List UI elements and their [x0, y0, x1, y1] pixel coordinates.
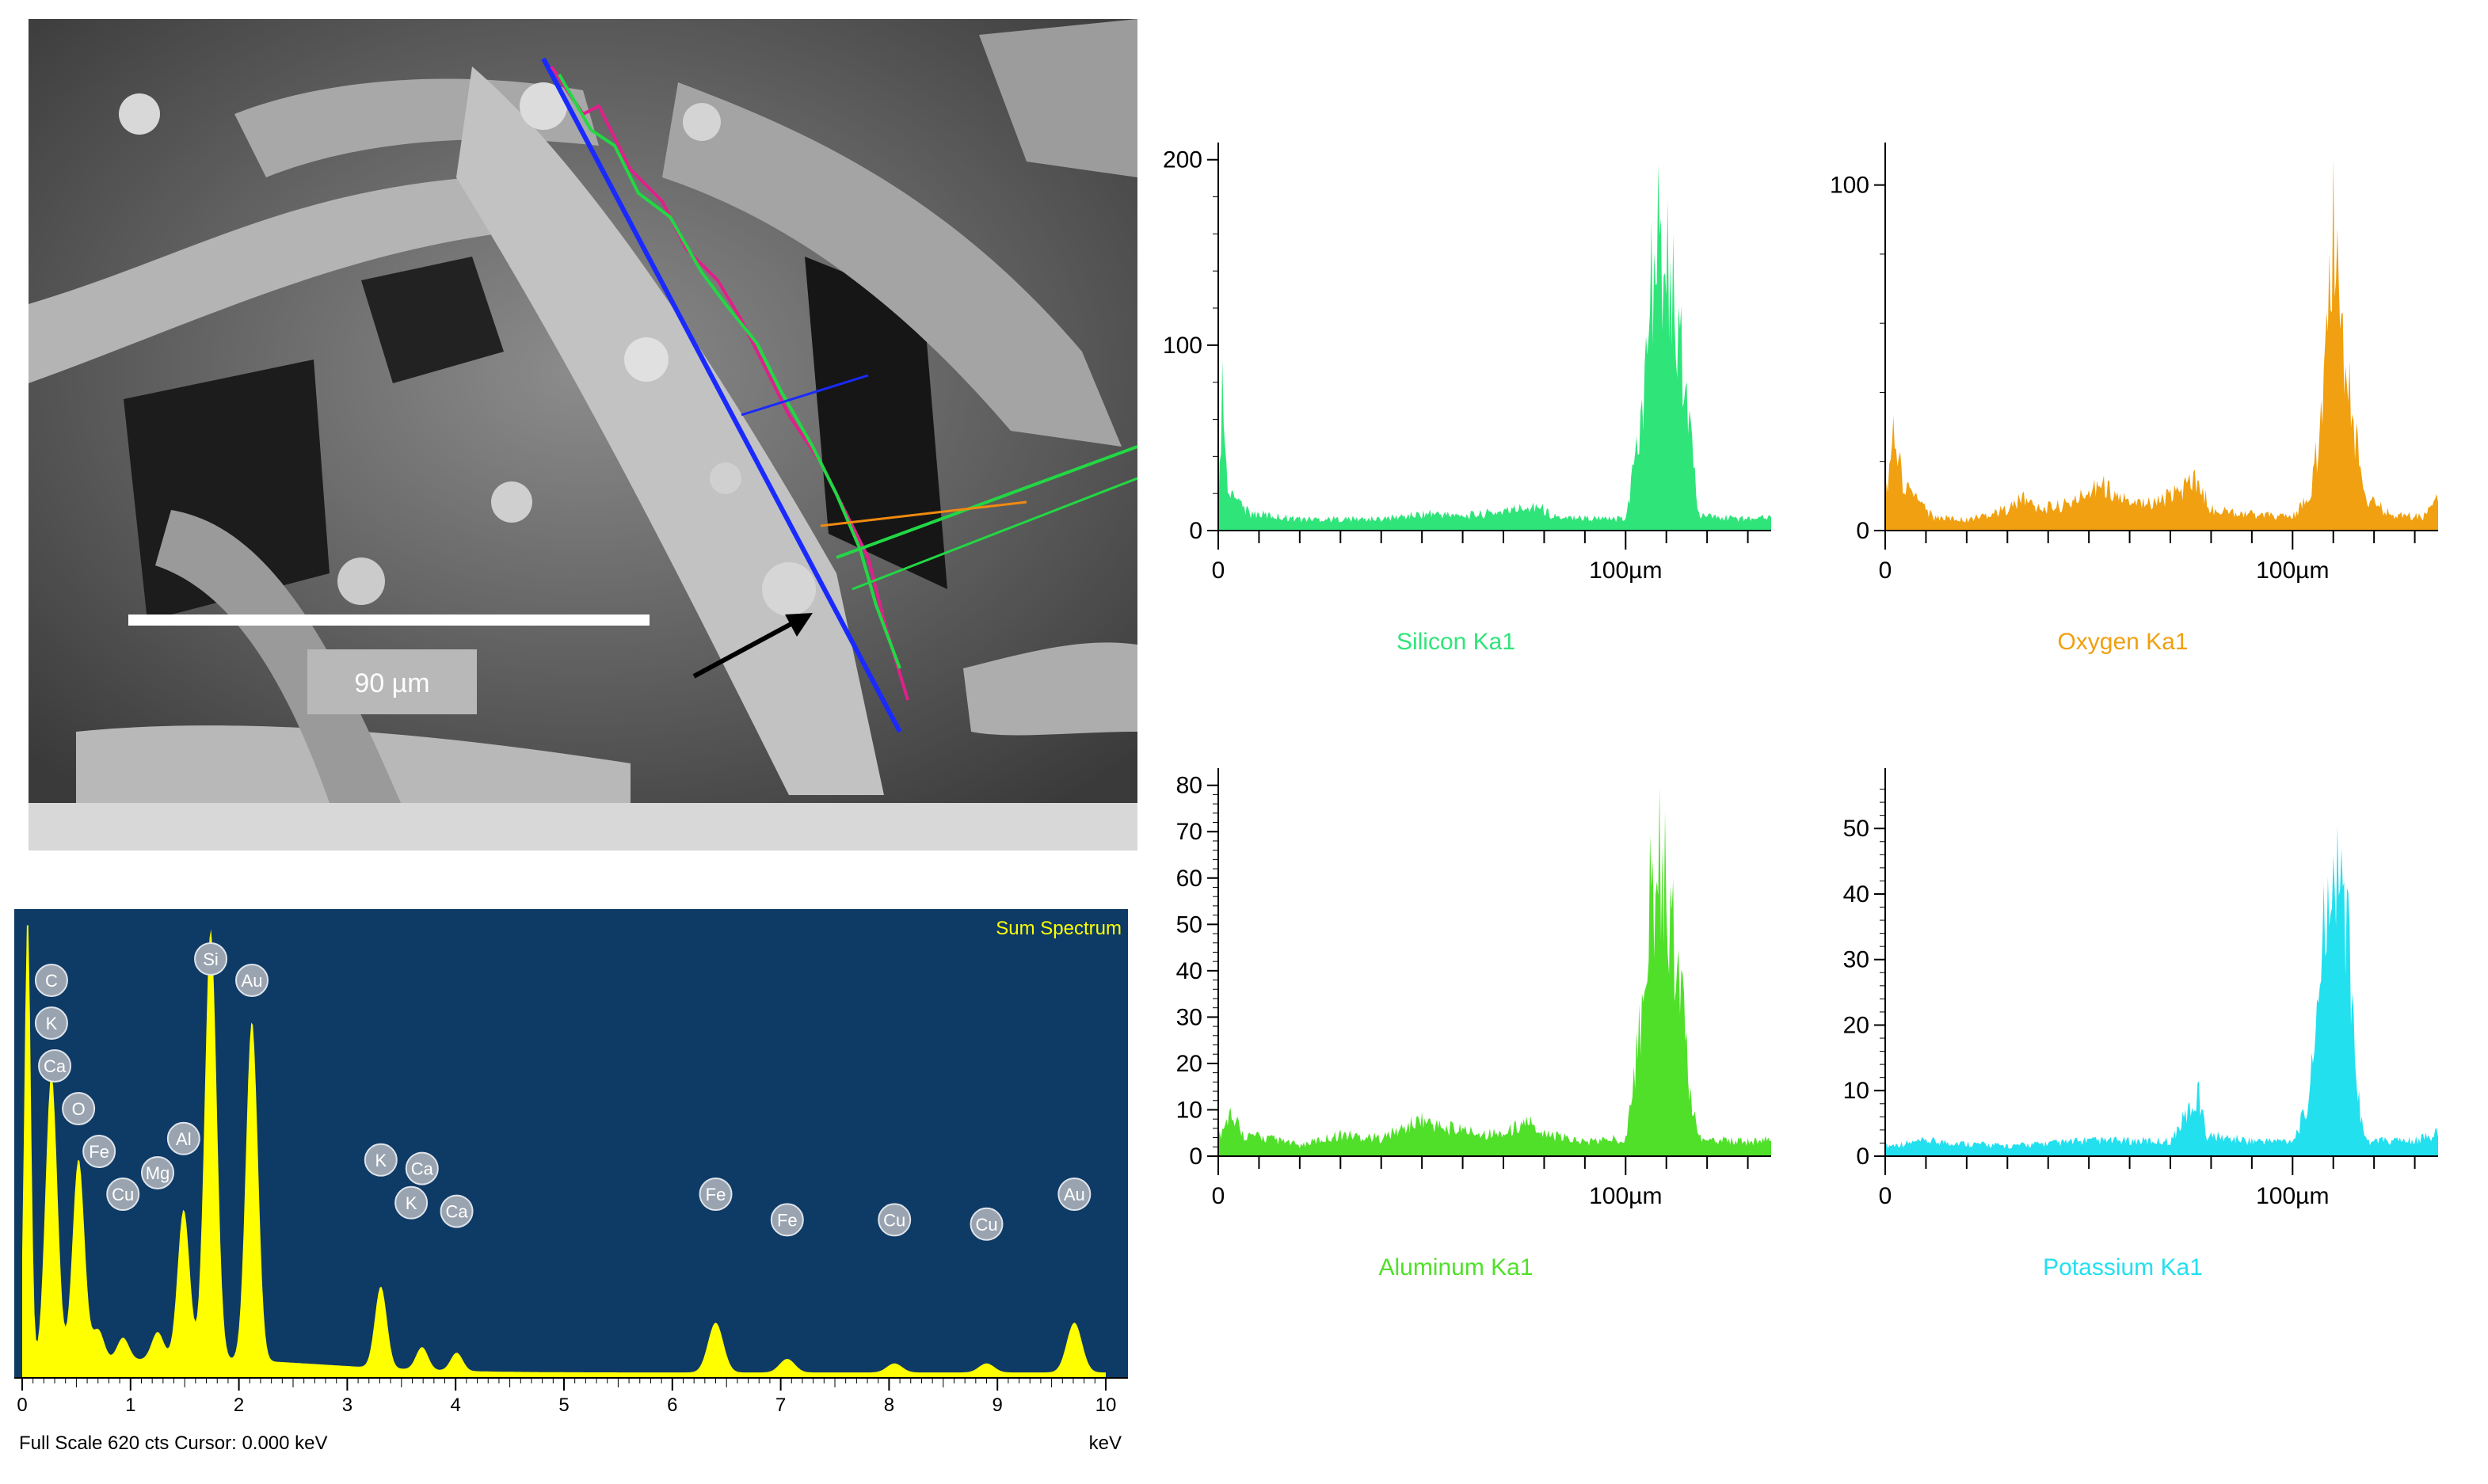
x-tick-label: 0: [1212, 557, 1225, 584]
y-tick-label: 50: [1176, 911, 1202, 938]
profile-label: Aluminum Ka1: [1378, 1254, 1533, 1280]
spectrum-tick-label: 8: [884, 1395, 894, 1416]
profile-label: Oxygen Ka1: [2057, 629, 2188, 655]
svg-text:O: O: [72, 1099, 86, 1119]
svg-text:Ca: Ca: [44, 1056, 67, 1076]
element-label: Si: [194, 942, 228, 976]
element-label: K: [364, 1143, 398, 1177]
line-profile-potassium: 0 10 20 30 40 50 0 100µm Potassium Ka1: [1843, 768, 2438, 1280]
x-tick-label: 100µm: [2256, 557, 2329, 584]
element-label: Ca: [440, 1194, 474, 1228]
sem-micrograph: 90 µm: [29, 19, 1137, 850]
element-label: Cu: [106, 1178, 140, 1211]
y-tick-label: 10: [1176, 1097, 1202, 1123]
x-tick-label: 0: [1212, 1183, 1225, 1209]
line-profile-silicon: 0 100 200 0 100µm Silicon Ka1: [1163, 143, 1771, 655]
spectrum-tick-label: 7: [775, 1395, 786, 1416]
element-label: Cu: [970, 1207, 1004, 1241]
spectrum-x-unit: keV: [1089, 1433, 1122, 1454]
y-tick-label: 0: [1189, 518, 1202, 544]
spectrum-tick-label: 2: [234, 1395, 244, 1416]
y-tick-label: 40: [1843, 881, 1869, 908]
x-tick-label: 100µm: [1589, 557, 1662, 584]
y-tick-label: 100: [1163, 333, 1202, 359]
element-label: Fe: [770, 1203, 804, 1237]
spectrum-footer: Full Scale 620 cts Cursor: 0.000 keV: [19, 1433, 328, 1454]
y-tick-label: 40: [1176, 958, 1202, 984]
x-tick-label: 100µm: [2256, 1183, 2329, 1209]
element-label: Cu: [878, 1203, 912, 1237]
svg-text:Al: Al: [176, 1129, 192, 1149]
y-tick-label: 20: [1843, 1012, 1869, 1038]
element-label: C: [34, 964, 68, 997]
spectrum-tick-label: 4: [451, 1395, 461, 1416]
profile-area: [1885, 825, 2438, 1156]
svg-text:Fe: Fe: [777, 1210, 798, 1230]
element-label: Fe: [699, 1178, 733, 1211]
svg-text:Fe: Fe: [706, 1185, 726, 1204]
svg-text:Cu: Cu: [975, 1215, 997, 1235]
y-tick-label: 60: [1176, 866, 1202, 892]
y-tick-label: 70: [1176, 819, 1202, 845]
element-label: Al: [166, 1121, 200, 1155]
line-profile-aluminum: 0 10 20 30 40 50 60 70 80 0 100µm Aluminum Ka1: [1176, 768, 1771, 1280]
spectrum-tick-label: 1: [125, 1395, 135, 1416]
line-profile-oxygen: 0 100 0 100µm Oxygen Ka1: [1830, 143, 2438, 655]
scale-bar-label: 90 µm: [354, 668, 429, 698]
element-label: K: [34, 1006, 68, 1040]
svg-text:Ca: Ca: [446, 1202, 469, 1222]
y-tick-label: 20: [1176, 1051, 1202, 1077]
profile-label: Potassium Ka1: [2043, 1254, 2203, 1280]
element-label: Mg: [141, 1156, 174, 1189]
y-tick-label: 30: [1176, 1004, 1202, 1030]
svg-text:Fe: Fe: [89, 1142, 109, 1162]
profile-label: Silicon Ka1: [1396, 629, 1515, 655]
y-tick-label: 30: [1843, 947, 1869, 973]
profile-area: [1218, 787, 1771, 1156]
eds-sum-spectrum: C K Ca O Fe Cu Mg Al Si Au K Ca K Ca Fe Fe Cu Cu Au Sum Sp…: [14, 909, 1128, 1468]
spectrum-tick-label: 10: [1095, 1395, 1117, 1416]
spectrum-title: Sum Spectrum: [996, 918, 1122, 939]
element-label: O: [62, 1092, 96, 1125]
svg-text:Si: Si: [203, 949, 219, 969]
x-tick-label: 0: [1879, 557, 1892, 584]
svg-text:K: K: [406, 1193, 417, 1213]
profile-area: [1885, 157, 2438, 531]
y-tick-label: 80: [1176, 773, 1202, 799]
svg-text:K: K: [46, 1014, 58, 1033]
element-label: Au: [235, 964, 269, 997]
svg-text:K: K: [375, 1151, 387, 1170]
element-label: Ca: [405, 1151, 439, 1185]
svg-text:Au: Au: [242, 971, 263, 991]
y-tick-label: 200: [1163, 147, 1202, 173]
spectrum-tick-label: 9: [993, 1395, 1003, 1416]
spectrum-tick-label: 6: [667, 1395, 677, 1416]
svg-text:Ca: Ca: [411, 1159, 434, 1179]
svg-text:Cu: Cu: [883, 1210, 905, 1230]
spectrum-tick-label: 0: [17, 1395, 27, 1416]
y-tick-label: 50: [1843, 816, 1869, 842]
element-label: K: [394, 1185, 429, 1220]
element-label: Au: [1057, 1178, 1092, 1211]
x-tick-label: 0: [1879, 1183, 1892, 1209]
y-tick-label: 100: [1830, 173, 1869, 199]
y-tick-label: 10: [1843, 1078, 1869, 1104]
y-tick-label: 0: [1856, 518, 1869, 544]
x-tick-label: 100µm: [1589, 1183, 1662, 1209]
svg-text:Mg: Mg: [146, 1163, 170, 1183]
spectrum-tick-label: 3: [342, 1395, 352, 1416]
y-tick-label: 0: [1856, 1143, 1869, 1170]
svg-text:Au: Au: [1064, 1185, 1085, 1204]
profile-area: [1218, 164, 1771, 531]
y-tick-label: 0: [1189, 1143, 1202, 1170]
element-label: Ca: [38, 1049, 72, 1083]
svg-text:Cu: Cu: [112, 1185, 134, 1204]
svg-text:C: C: [45, 971, 58, 991]
spectrum-tick-label: 5: [558, 1395, 569, 1416]
element-label: Fe: [82, 1135, 116, 1168]
